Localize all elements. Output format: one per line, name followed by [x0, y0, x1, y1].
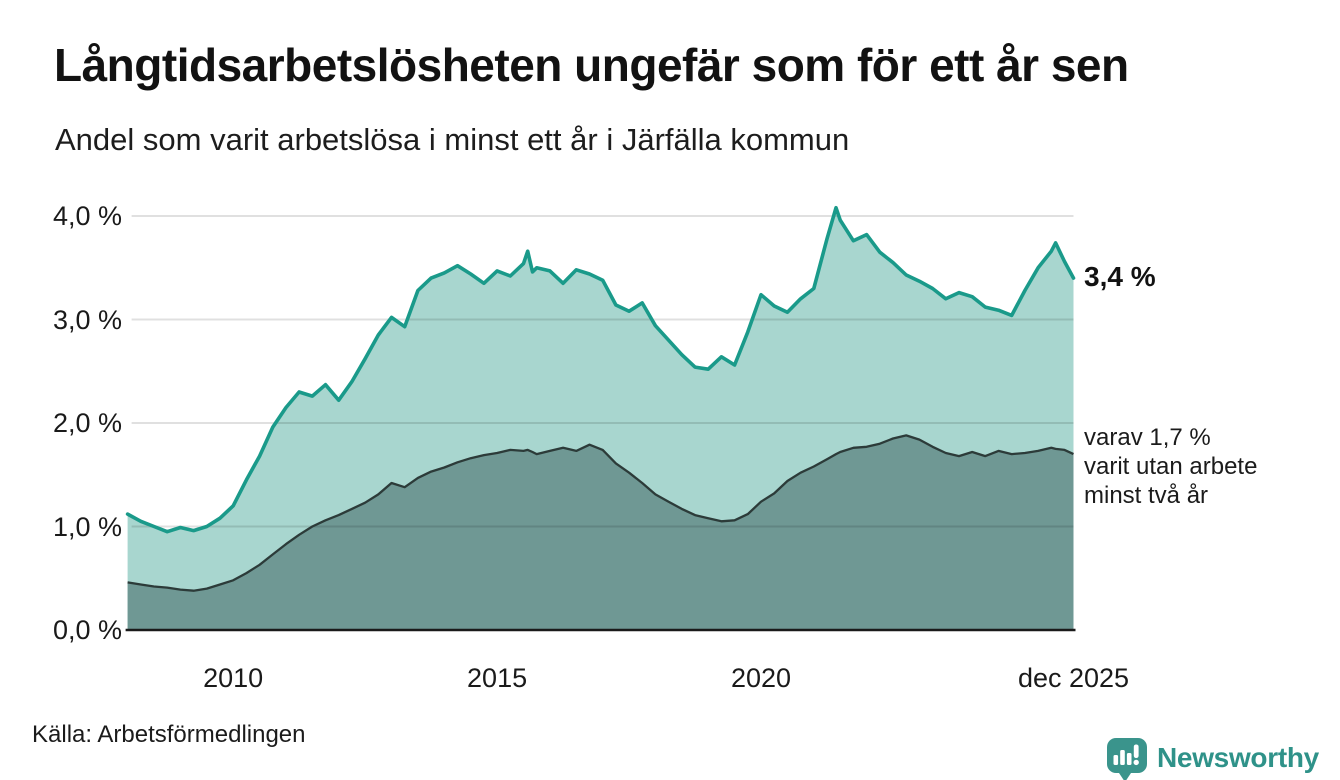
x-tick-label: dec 2025	[1017, 663, 1130, 693]
chart-subtitle: Andel som varit arbetslösa i minst ett å…	[55, 122, 850, 157]
latest-value-label: 3,4 %	[1084, 261, 1156, 292]
x-tick-label: 2010	[203, 663, 264, 693]
newsworthy-logo-text: Newsworthy	[1157, 742, 1319, 773]
area-fill-1	[127, 435, 1074, 630]
two-year-share-label: varav 1,7 % varit utan arbete minst två …	[1084, 424, 1258, 509]
y-tick-label: 1,0 %	[52, 511, 122, 542]
source-note: Källa: Arbetsförmedlingen	[32, 721, 306, 748]
y-tick-label: 0,0 %	[52, 615, 122, 645]
y-tick-label: 2,0 %	[52, 408, 122, 438]
x-tick-label: 2020	[730, 663, 792, 693]
y-tick-label: 3,0 %	[52, 304, 122, 335]
newsworthy-logo-icon	[1107, 738, 1147, 780]
line-total	[125, 205, 1076, 534]
line-two-years	[127, 434, 1074, 592]
y-tick-label: 4,0 %	[52, 201, 122, 231]
page-title: Långtidsarbetslösheten ungefär som för e…	[54, 39, 1129, 91]
x-tick-label: 2015	[467, 663, 528, 693]
